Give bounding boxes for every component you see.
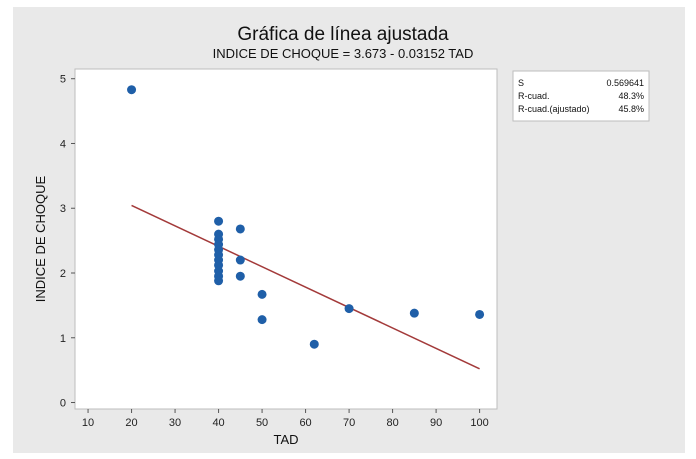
x-tick-label: 10: [82, 417, 94, 429]
x-tick-label: 80: [386, 417, 398, 429]
x-tick-label: 30: [169, 417, 181, 429]
chart-frame: Gráfica de línea ajustada INDICE DE CHOQ…: [13, 7, 685, 453]
y-axis-label: INDICE DE CHOQUE: [33, 175, 48, 302]
x-tick-label: 20: [125, 417, 137, 429]
x-tick-label: 60: [299, 417, 311, 429]
x-tick-label: 90: [430, 417, 442, 429]
x-axis-label: TAD: [273, 432, 298, 447]
chart-subtitle: INDICE DE CHOQUE = 3.673 - 0.03152 TAD: [213, 46, 474, 61]
stats-value: 0.569641: [606, 78, 644, 88]
data-point: [235, 224, 245, 234]
data-point: [309, 339, 319, 349]
stats-value: 45.8%: [618, 104, 644, 114]
y-tick-label: 2: [60, 268, 66, 280]
stats-label: R-cuad.: [518, 91, 550, 101]
stats-value: 48.3%: [618, 91, 644, 101]
y-tick-label: 0: [60, 398, 66, 410]
y-tick-label: 5: [60, 74, 66, 86]
data-point: [257, 315, 267, 325]
fit-line: [131, 204, 480, 370]
data-point: [344, 304, 354, 314]
data-point: [214, 216, 224, 226]
x-tick-label: 100: [470, 417, 488, 429]
stats-legend: S 0.569641 R-cuad. 48.3% R-cuad.(ajustado) 45…: [512, 70, 650, 122]
fit-line-layer: [131, 204, 480, 370]
stats-box-background: [512, 70, 650, 122]
chart-title: Gráfica de línea ajustada: [237, 24, 449, 45]
plot-area: [74, 68, 498, 410]
data-point: [257, 289, 267, 299]
y-tick-label: 1: [60, 333, 66, 345]
y-tick-label: 4: [60, 138, 66, 150]
data-point: [214, 276, 224, 286]
y-tick-label: 3: [60, 203, 66, 215]
data-point: [235, 255, 245, 265]
data-point: [127, 85, 137, 95]
x-tick-label: 40: [212, 417, 224, 429]
stats-label: R-cuad.(ajustado): [518, 104, 590, 114]
x-axis: 10 20 30 40 50 60 70 80 90 100: [82, 409, 489, 429]
x-tick-label: 70: [343, 417, 355, 429]
data-point: [235, 271, 245, 281]
x-tick-label: 50: [256, 417, 268, 429]
stats-rows: S 0.569641 R-cuad. 48.3% R-cuad.(ajustado) 45…: [518, 78, 644, 114]
stats-label: S: [518, 78, 524, 88]
y-axis: 0 1 2 3 4 5: [60, 74, 75, 410]
data-point: [409, 308, 419, 318]
chart: Gráfica de línea ajustada INDICE DE CHOQ…: [33, 24, 650, 447]
data-point: [475, 309, 485, 319]
data-points: [127, 85, 485, 349]
